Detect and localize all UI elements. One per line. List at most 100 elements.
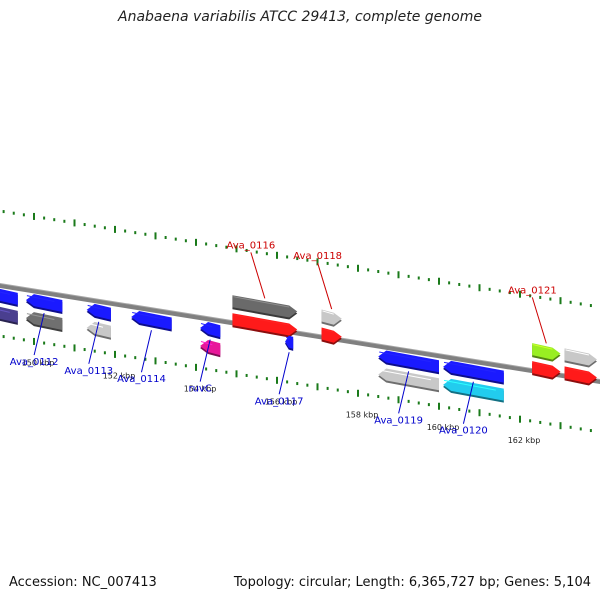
feature-highlight (443, 361, 496, 373)
feature-body (443, 360, 504, 383)
feature-highlight (233, 296, 290, 308)
feature-cds-arrow[interactable] (25, 312, 63, 332)
feature-cds-arrow[interactable] (443, 378, 504, 403)
feature-label-leader (398, 371, 410, 414)
tick-row-upper (2, 210, 592, 308)
feature-body (532, 361, 561, 378)
feature-cds-arrow[interactable] (200, 340, 221, 358)
feature-label-leader (278, 352, 290, 395)
feature-highlight (533, 362, 553, 368)
feature-highlight (379, 369, 432, 381)
feature-gene-arrow[interactable] (232, 295, 298, 320)
feature-gene-arrow[interactable] (0, 288, 18, 307)
feature-highlight (565, 349, 590, 356)
feature-label-leader (531, 297, 547, 344)
feature-gene-arrow[interactable] (443, 360, 504, 385)
feature-body (232, 295, 298, 318)
feature-layer (0, 288, 597, 403)
feature-highlight (0, 291, 10, 295)
genome-backbone (0, 282, 600, 385)
feature-label-leader (140, 330, 152, 373)
feature-highlight (285, 336, 290, 339)
feature-body (86, 303, 111, 320)
feature-label[interactable]: Ava_0118 (293, 251, 342, 262)
feature-body (564, 366, 597, 384)
feature-highlight (443, 379, 496, 391)
feature-body (532, 343, 561, 360)
feature-label[interactable]: Ava_0112 (10, 357, 59, 368)
feature-gene-arrow[interactable] (25, 294, 63, 314)
feature-body (443, 378, 504, 401)
feature-body (285, 335, 294, 349)
feature-label-leader (250, 252, 266, 299)
feature-label[interactable]: Ava_0119 (374, 415, 423, 426)
feature-gene-arrow[interactable] (564, 348, 597, 368)
map-title: Anabaena variabilis ATCC 29413, complete… (118, 9, 482, 25)
feature-label-leader (317, 262, 333, 310)
feature-cds-arrow[interactable] (86, 321, 111, 340)
tick-label: 158 kbp (346, 410, 379, 419)
feature-body (564, 348, 597, 366)
feature-highlight (26, 295, 55, 302)
feature-body (232, 313, 298, 336)
feature-body (200, 322, 221, 338)
tick-label: 152 kbp (103, 371, 136, 380)
feature-body (378, 368, 439, 391)
feature-gene-arrow[interactable] (86, 303, 111, 322)
tick-label: 160 kbp (427, 423, 460, 432)
feature-cds-arrow[interactable] (378, 368, 439, 393)
feature-gene-arrow[interactable] (532, 343, 561, 362)
feature-highlight (26, 313, 55, 320)
feature-highlight (0, 309, 10, 313)
feature-highlight (200, 323, 213, 328)
feature-label[interactable]: ruvC (188, 384, 211, 395)
feature-cds-arrow[interactable] (232, 313, 298, 338)
feature-label[interactable]: Ava_0116 (226, 240, 275, 251)
feature-highlight (87, 322, 104, 328)
feature-gene-arrow[interactable] (321, 309, 342, 327)
feature-gene-arrow[interactable] (285, 335, 294, 351)
label-layer: Ava_0112 Ava_0113 Ava_0114 ruvC Ava_0116 Ava_… (10, 240, 557, 436)
feature-label-leader (88, 321, 100, 364)
feature-body (321, 327, 342, 343)
feature-highlight (233, 314, 290, 326)
feature-highlight (322, 310, 334, 315)
feature-gene-arrow[interactable] (200, 322, 221, 340)
feature-label-leader (462, 381, 474, 424)
feature-label-leader (33, 312, 45, 356)
feature-body (378, 350, 439, 373)
feature-cds-arrow[interactable] (532, 361, 561, 380)
feature-cds-arrow[interactable] (0, 306, 18, 325)
feature-label[interactable]: Ava_0120 (439, 426, 488, 437)
feature-highlight (200, 341, 213, 346)
feature-body (25, 312, 63, 330)
feature-body (86, 321, 111, 338)
feature-highlight (132, 312, 164, 320)
feature-highlight (87, 304, 104, 310)
feature-cds-arrow[interactable] (564, 366, 597, 386)
tick-label: 154 kbp (184, 384, 217, 393)
feature-highlight (533, 344, 553, 350)
genome-summary-text: Topology: circular; Length: 6,365,727 bp… (233, 575, 591, 590)
backbone-line (0, 283, 600, 385)
feature-cds-arrow[interactable] (321, 327, 342, 345)
feature-label[interactable]: Ava_0117 (255, 396, 304, 407)
feature-highlight (565, 367, 590, 374)
accession-text: Accession: NC_007413 (9, 575, 157, 590)
feature-label[interactable]: Ava_0113 (64, 366, 113, 377)
feature-body (200, 340, 221, 356)
feature-body (25, 294, 63, 312)
tick-label: 162 kbp (508, 436, 541, 445)
feature-body (321, 309, 342, 325)
tick-label: 156 kbp (265, 397, 298, 406)
feature-highlight (322, 328, 334, 333)
tick-row-lower: 150 kbp 152 kbp 154 kbp 156 kbp 158 kbp 160 k… (2, 335, 592, 445)
feature-label[interactable]: Ava_0121 (508, 285, 557, 296)
tick-label: 150 kbp (22, 358, 55, 367)
feature-gene-arrow[interactable] (378, 350, 439, 375)
feature-label[interactable]: Ava_0114 (117, 374, 166, 385)
feature-body (131, 310, 172, 330)
feature-gene-arrow[interactable] (131, 310, 172, 332)
feature-highlight (379, 351, 432, 363)
